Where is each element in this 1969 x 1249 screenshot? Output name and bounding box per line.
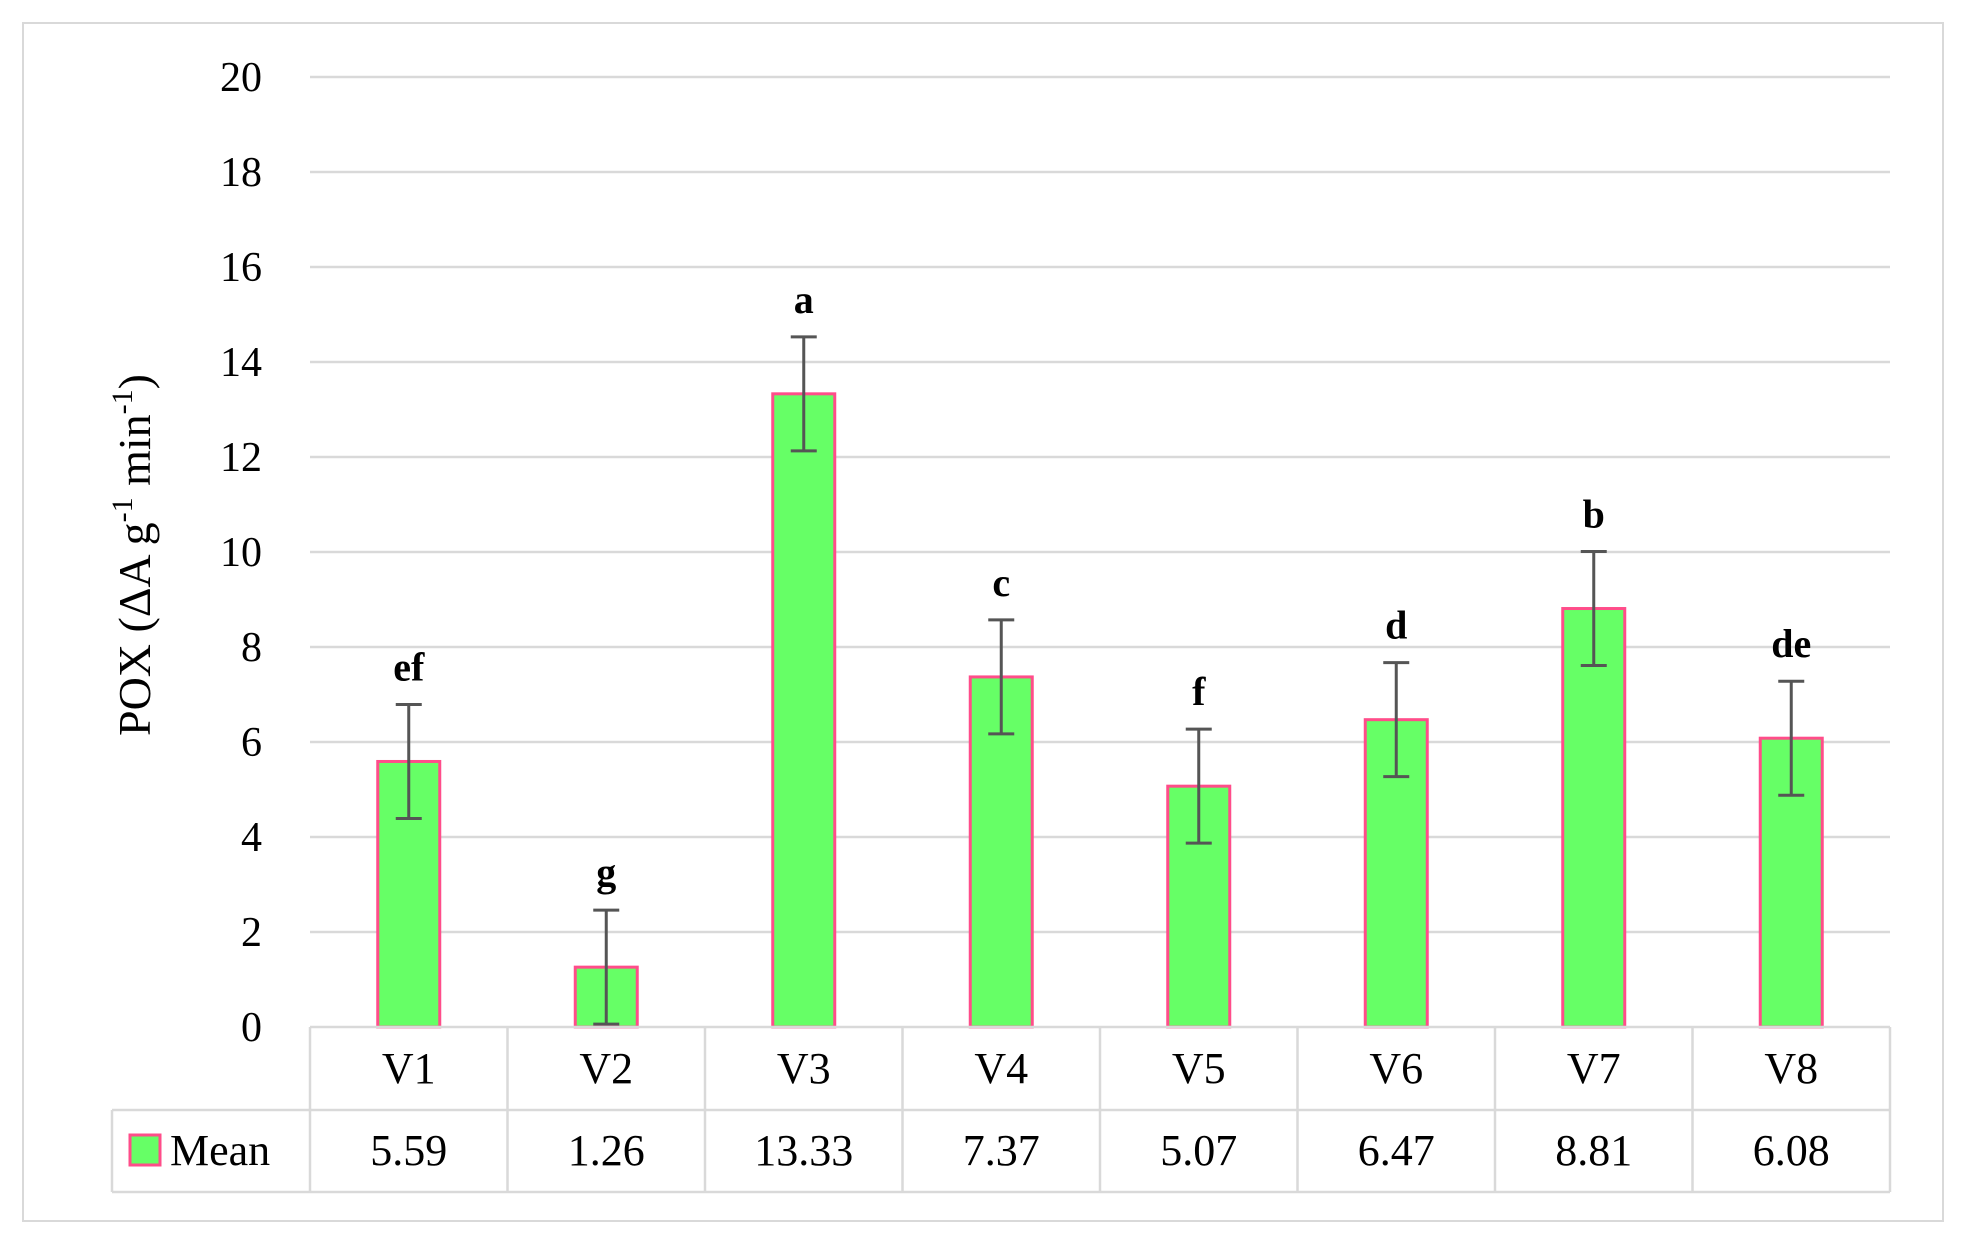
data-label: 5.07 — [1160, 1126, 1237, 1175]
bar — [771, 392, 837, 1029]
y-tick-label: 4 — [241, 815, 262, 861]
legend-label: Mean — [170, 1126, 270, 1175]
x-tick-label: V2 — [579, 1044, 633, 1093]
y-tick-labels: 0 2 4 6 8 10 12 14 16 18 20 — [220, 55, 262, 1051]
data-label: 1.26 — [568, 1126, 645, 1175]
y-tick-label: 0 — [241, 1005, 262, 1051]
data-label: 13.33 — [754, 1126, 853, 1175]
gridlines — [310, 75, 1890, 934]
y-tick-label: 20 — [220, 55, 262, 101]
data-label: 6.08 — [1753, 1126, 1830, 1175]
significance-label: d — [1385, 603, 1407, 648]
y-tick-label: 8 — [241, 625, 262, 671]
y-tick-label: 12 — [220, 435, 262, 481]
x-tick-label: V4 — [974, 1044, 1028, 1093]
y-tick-label: 16 — [220, 245, 262, 291]
bar — [1561, 607, 1627, 1029]
y-tick-label: 14 — [220, 340, 262, 386]
x-tick-label: V7 — [1567, 1044, 1621, 1093]
data-label: 8.81 — [1555, 1126, 1632, 1175]
x-tick-label: V1 — [382, 1044, 436, 1093]
data-table: V1 5.59 V2 1.26 V3 13.33 V4 7.37 V5 5.07 V6 6.47 V7 8… — [110, 1025, 1892, 1194]
y-tick-label: 18 — [220, 150, 262, 196]
legend-swatch — [128, 1133, 162, 1167]
significance-label: ef — [393, 644, 425, 689]
data-label: 7.37 — [963, 1126, 1040, 1175]
error-bars — [395, 335, 1805, 1026]
significance-label: b — [1583, 492, 1605, 537]
significance-labels: ef g a c f d b de — [393, 277, 1811, 895]
x-tick-label: V3 — [777, 1044, 831, 1093]
data-label: 6.47 — [1358, 1126, 1435, 1175]
significance-label: g — [596, 850, 616, 895]
data-label: 5.59 — [370, 1126, 447, 1175]
y-tick-label: 2 — [241, 910, 262, 956]
x-tick-label: V6 — [1369, 1044, 1423, 1093]
x-tick-label: V5 — [1172, 1044, 1226, 1093]
y-axis-label: POX (ΔA g-1 min-1) — [106, 374, 160, 736]
significance-label: a — [794, 277, 814, 322]
x-tick-label: V8 — [1764, 1044, 1818, 1093]
significance-label: de — [1771, 621, 1811, 666]
significance-label: f — [1192, 669, 1206, 714]
significance-label: c — [992, 560, 1010, 605]
y-tick-label: 10 — [220, 530, 262, 576]
y-tick-label: 6 — [241, 720, 262, 766]
